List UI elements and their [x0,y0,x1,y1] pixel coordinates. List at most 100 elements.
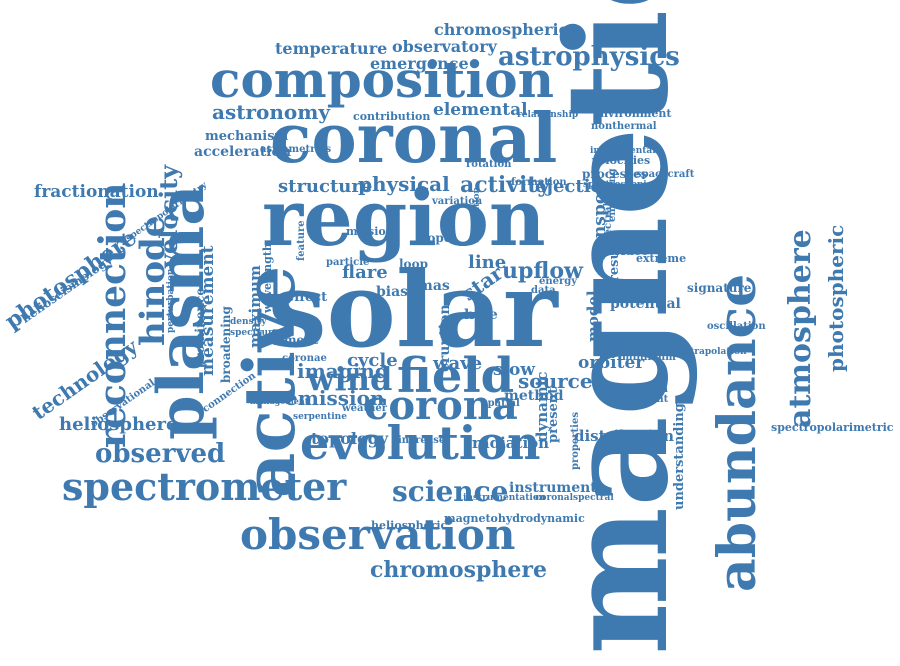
word-properties: properties [570,412,581,470]
word-upflow: upflow [502,258,583,284]
word-observation: observation [240,510,516,559]
word-ejection: ejection [535,176,616,197]
word-effect: effect [286,290,328,305]
word-spectrum: spectrum [230,328,278,338]
word-extrapolation: extrapolation [679,347,747,357]
word-formation: formation [511,177,567,188]
word-instrument: instrument [509,480,597,496]
word-science: science [392,475,509,508]
word-environment: environment [593,107,672,120]
word-astronomy: astronomy [212,100,330,124]
word-oscillation: oscillation [707,321,766,332]
word-wave: wave [433,353,483,374]
word-model: model [584,290,602,342]
word-serpentine: serpentine [293,412,347,422]
word-method: method [504,388,564,404]
word-spectroscopic: spectroscopic [583,180,653,190]
word-topology: topology [311,429,389,448]
word-imaging: imaging [297,359,389,383]
word-corona: corona [364,382,518,429]
word-different: different [608,335,682,353]
word-processes: processes [582,167,648,181]
word-eruption: eruption [437,304,453,372]
word-important: important [612,394,669,405]
word-prominence: prominence [193,288,207,368]
word-line: line [468,252,507,273]
word-perturbation: perturbation [166,268,176,333]
word-spectropolarimetric: spectropolarimetric [771,421,894,434]
word-emergence: emergence [370,54,469,73]
word-heliosphere: heliosphere [59,414,178,435]
word-chromosphere: chromosphere [370,557,547,583]
word-feature: feature [296,220,307,261]
word-wavelength: wavelength [261,243,274,313]
word-photospheric: photospheric [824,224,848,372]
word-particle: particle [326,257,370,268]
word-atmosphere: atmosphere [783,229,818,428]
word-flare: flare [342,262,388,283]
word-asymmetries: asymmetries [260,144,332,155]
word-observatory: observatory [392,37,497,56]
word-extreme: extreme [636,252,687,265]
word-activity: activity [460,172,551,198]
word-mission: mission [346,225,394,238]
word-ionization: ionization [612,384,669,395]
word-wind: wind [307,360,393,398]
word-composition: composition [210,50,554,109]
word-bias: bias [376,284,409,300]
word-structure: structure [278,176,373,197]
word-observed: observed [95,439,226,469]
word-hole: hole [464,307,498,323]
word-region: region [262,173,546,264]
word-field: field [397,348,515,404]
word-mechanism: mechanism [205,129,289,144]
word-energy: energy [539,276,578,287]
word-surface: surface [599,244,649,258]
word-potential: potential [610,296,681,312]
word-nonthermal: nonthermal [591,121,657,132]
word-mas: mas [418,278,450,294]
word-emission: emission [285,386,385,410]
word-management: management [250,396,309,406]
word-present: present [546,387,561,443]
word-rotation: rotation [466,159,512,170]
word-source: source [518,369,593,393]
word-loop: loop [399,257,428,271]
word-chromospheric: chromospheric [434,20,569,39]
word-spatial: spatial [482,398,520,409]
word-spacecraft: spacecraft [636,169,695,180]
word-spectrometer: spectrometer [62,464,347,509]
word-solar: solar [268,248,558,371]
word-orbiter: orbiter [578,353,645,373]
word-coronalspectral: coronalspectral [535,493,614,503]
word-contribution: contribution [353,110,431,123]
word-fractionation: fractionation [34,182,159,202]
word-density: density [230,317,267,327]
word-signature: signature [687,281,752,295]
word-variation: variation [432,196,483,207]
word-distribution: distribution [574,427,675,445]
word-cycle: cycle [347,350,398,371]
word-magnetic: magnetic [536,0,700,655]
word-slow: slow [493,360,536,380]
word-instrumentation: instrumentation [463,493,546,503]
word-relationship: relationship [517,110,579,120]
word-astrophysics: astrophysics [498,42,680,72]
word-spectral: spectral [603,202,614,248]
word-magnetohydrodynamic: magnetohydrodynamic [444,512,585,525]
word-element: element [264,333,319,347]
word-elemental: elemental [433,100,528,120]
word-temperature: temperature [275,39,388,58]
word-increase: increase [398,435,446,446]
word-rope: rope [421,231,452,245]
word-coronae: coronae [282,353,327,364]
word-data: data [531,285,556,296]
word-understanding: understanding [672,403,687,510]
word-physical: physical [358,172,450,196]
word-radiation: radiation [472,434,550,452]
word-coronal: coronal [270,99,558,179]
word-acceleration: acceleration [194,144,292,160]
word-velocities: velocities [592,154,651,167]
word-evolution: evolution [300,416,541,470]
